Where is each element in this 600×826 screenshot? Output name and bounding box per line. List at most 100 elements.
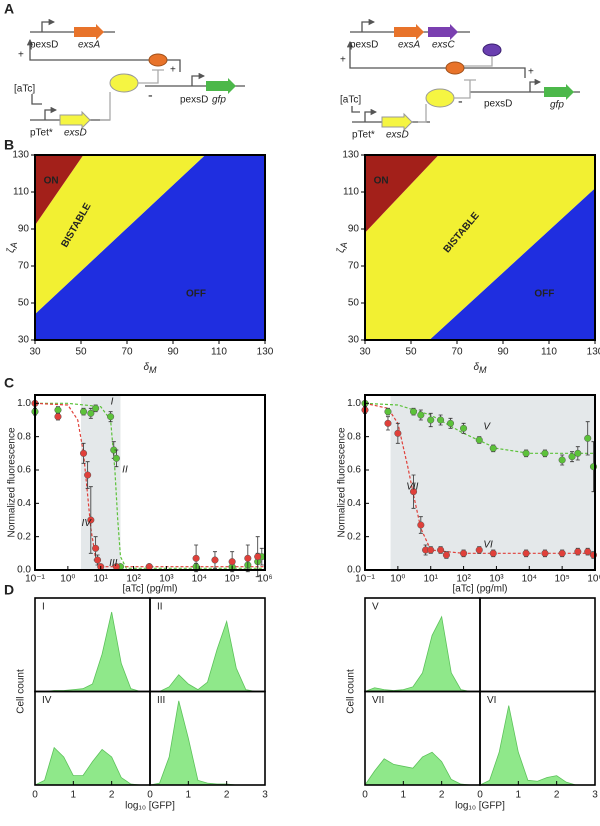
panel-label: A — [4, 1, 14, 17]
density-area — [34, 746, 150, 786]
x-tick-label: 0 — [147, 790, 153, 801]
density-area — [364, 615, 480, 692]
data-point — [417, 411, 425, 419]
panel-name: II — [157, 602, 163, 613]
data-point — [427, 416, 435, 424]
data-point — [489, 549, 497, 557]
shaded-range — [390, 395, 595, 570]
x-tick-label: 70 — [451, 347, 463, 358]
data-point — [87, 516, 95, 524]
y-tick-label: 130 — [12, 150, 29, 161]
axis-label: ζA — [6, 242, 20, 253]
y-tick-label: 70 — [18, 261, 30, 272]
fit-curve — [35, 402, 265, 569]
data-point — [145, 563, 153, 571]
y-tick-label: 0.6 — [17, 465, 31, 476]
data-point — [584, 548, 592, 556]
data-point — [211, 556, 219, 564]
y-tick-label: 0.0 — [347, 565, 361, 576]
data-point — [522, 449, 530, 457]
diagram-label: + — [528, 67, 534, 78]
x-tick-label: 10² — [456, 574, 471, 585]
data-point — [584, 434, 592, 442]
x-tick-label: 10⁴ — [192, 574, 207, 585]
y-tick-label: 0.8 — [347, 431, 361, 442]
phase-region — [365, 155, 439, 233]
panel-frame — [479, 597, 596, 693]
x-tick-label: 2 — [554, 790, 560, 801]
panel-label: B — [4, 137, 14, 153]
y-axis-label: Normalized fluorescence — [7, 427, 18, 537]
density-area — [364, 751, 480, 786]
x-tick-label: 130 — [587, 347, 600, 358]
region-label: ON — [44, 176, 59, 187]
data-point — [541, 549, 549, 557]
x-tick-label: 1 — [516, 790, 522, 801]
data-point — [541, 449, 549, 457]
data-point — [558, 549, 566, 557]
data-point — [460, 424, 468, 432]
region-label: OFF — [534, 288, 554, 299]
fit-curve — [364, 402, 595, 454]
y-tick-label: 110 — [343, 187, 359, 198]
annotation: VII — [406, 481, 418, 492]
axis-subscript: A — [9, 242, 19, 249]
panel-name: III — [157, 695, 165, 706]
data-point — [442, 551, 450, 559]
data-point — [87, 409, 95, 417]
y-tick-label: 0.6 — [347, 465, 361, 476]
x-tick-label: 0 — [32, 790, 38, 801]
axis-label: δM — [143, 362, 157, 376]
plot-frame — [364, 394, 596, 571]
panel-name: V — [372, 602, 379, 613]
data-point — [107, 413, 115, 421]
y-tick-label: 0.4 — [347, 498, 361, 509]
data-point — [92, 404, 100, 412]
diagram-label: [aTc] — [340, 95, 361, 106]
data-point — [394, 429, 402, 437]
x-tick-label: 130 — [257, 347, 274, 358]
x-tick-label: 0 — [477, 790, 483, 801]
y-tick-label: 30 — [348, 335, 360, 346]
y-tick-label: 110 — [13, 187, 29, 198]
plot-frame — [34, 154, 266, 341]
x-tick-label: 10⁶ — [257, 574, 272, 585]
x-tick-label: 3 — [262, 790, 268, 801]
axis-subscript: M — [479, 365, 487, 375]
x-tick-label: 2 — [109, 790, 115, 801]
y-tick-label: 90 — [348, 224, 360, 235]
x-tick-label: 90 — [167, 347, 179, 358]
circuit-right: pexsD exsA exsC + + - pexsD gfp [aTc] pT… — [340, 18, 580, 141]
data-point — [409, 408, 418, 416]
panel-frame — [149, 597, 266, 693]
axis-symbol: ζ — [6, 247, 17, 253]
data-point — [437, 546, 445, 554]
data-point — [574, 548, 582, 556]
data-point — [254, 553, 262, 561]
data-point — [244, 554, 252, 562]
density-area — [149, 700, 265, 786]
data-point — [384, 419, 392, 427]
y-tick-label: 90 — [18, 224, 30, 235]
x-axis-label: log₁₀ [GFP] — [125, 801, 175, 812]
x-tick-label: 10³ — [159, 574, 174, 585]
data-point — [384, 408, 392, 416]
x-tick-label: 10⁵ — [225, 574, 240, 585]
x-tick-label: 50 — [75, 347, 87, 358]
x-axis-label: [aTc] (pg/ml) — [122, 584, 177, 595]
diagram-label: pexsD — [180, 95, 208, 106]
y-tick-label: 0.2 — [347, 531, 361, 542]
panel-name: IV — [42, 695, 52, 706]
diagram-label: gfp — [550, 100, 564, 111]
x-axis-label: log₁₀ [GFP] — [455, 801, 505, 812]
panel-frame — [149, 690, 266, 786]
diagram-label: exsD — [386, 130, 409, 141]
y-tick-label: 0.0 — [17, 565, 31, 576]
y-tick-label: 130 — [342, 150, 359, 161]
phase-region — [35, 155, 206, 315]
x-tick-label: 1 — [186, 790, 192, 801]
plot-frame — [364, 154, 596, 341]
x-tick-label: 10⁻¹ — [355, 574, 375, 585]
diagram-label: pTet* — [30, 128, 53, 139]
